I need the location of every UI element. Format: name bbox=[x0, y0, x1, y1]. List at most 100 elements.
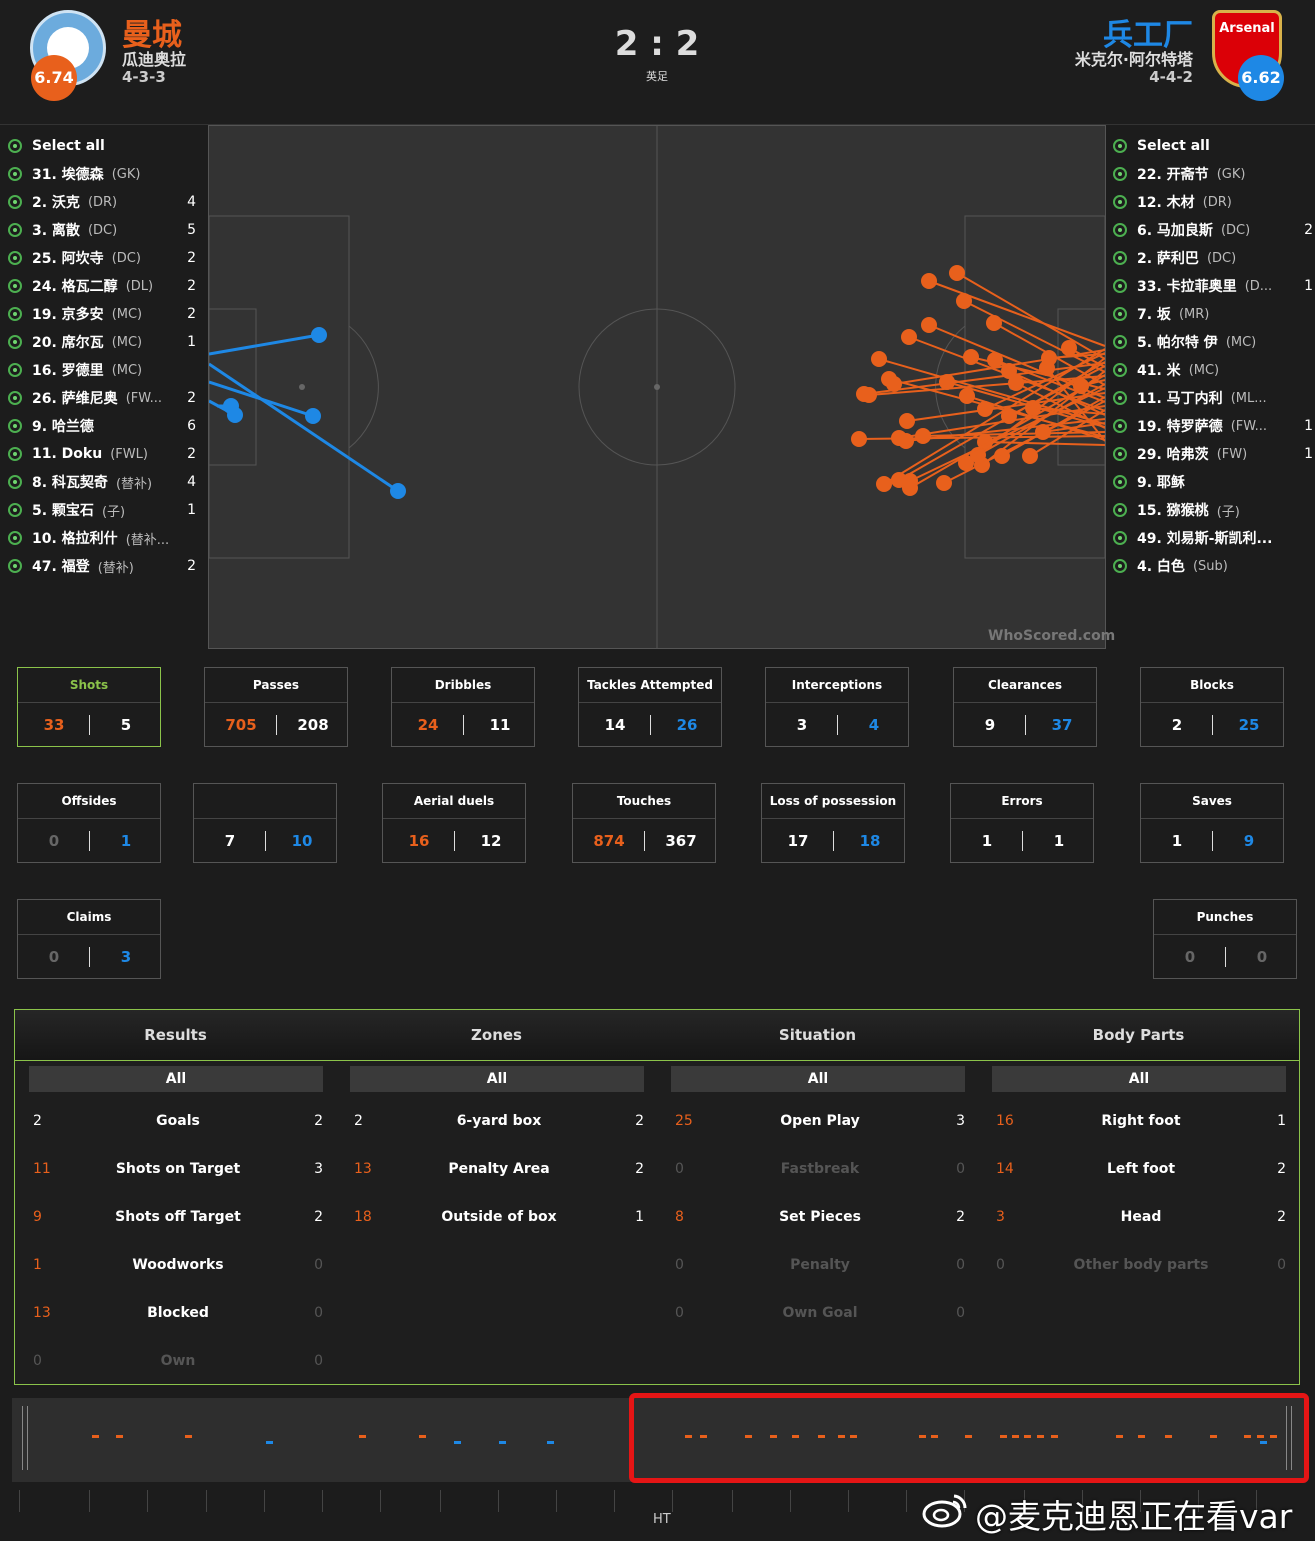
away-player-row[interactable]: 5. 帕尔特 伊 (MC) bbox=[1113, 328, 1309, 356]
home-shot-mark[interactable] bbox=[956, 293, 1105, 373]
home-shot-mark[interactable] bbox=[891, 361, 1105, 488]
home-player-row[interactable]: 16. 罗德里 (MC) bbox=[8, 356, 204, 384]
away-player-row[interactable]: 19. 特罗萨德 (FW... 1 bbox=[1113, 412, 1313, 440]
results-filter-row[interactable]: 9 Shots off Target 2 bbox=[33, 1204, 323, 1230]
radio-icon[interactable] bbox=[8, 139, 22, 153]
home-shot-mark[interactable] bbox=[876, 348, 1105, 492]
results-filter-row[interactable]: 11 Shots on Target 3 bbox=[33, 1156, 323, 1182]
body-parts-filter-row[interactable]: 14 Left foot 2 bbox=[996, 1156, 1286, 1182]
stat-box[interactable]: Saves 1 9 bbox=[1140, 783, 1284, 863]
home-shot-mark[interactable] bbox=[921, 273, 1105, 347]
home-shot-mark[interactable] bbox=[902, 387, 1105, 489]
stat-box[interactable]: Errors 1 1 bbox=[950, 783, 1094, 863]
away-player-row[interactable]: 22. 开斋节 (GK) bbox=[1113, 160, 1309, 188]
away-player-row[interactable]: 15. 猕猴桃 (子) bbox=[1113, 496, 1309, 524]
home-player-row[interactable]: 3. 离散 (DC) 5 bbox=[8, 216, 204, 244]
home-player-row[interactable]: Select all bbox=[8, 132, 204, 160]
stat-box[interactable]: Passes 705 208 bbox=[204, 667, 348, 747]
away-shot-mark[interactable] bbox=[209, 327, 327, 356]
stat-box[interactable]: Dribbles 24 11 bbox=[391, 667, 535, 747]
stat-box[interactable]: Clearances 9 37 bbox=[953, 667, 1097, 747]
away-shot-mark[interactable] bbox=[209, 362, 406, 499]
stat-box[interactable]: Punches 0 0 bbox=[1153, 899, 1297, 979]
radio-icon[interactable] bbox=[1113, 475, 1127, 489]
home-player-row[interactable]: 9. 哈兰德 6 bbox=[8, 412, 204, 440]
stat-box[interactable]: Shots 33 5 bbox=[17, 667, 161, 747]
radio-icon[interactable] bbox=[1113, 307, 1127, 321]
results-filter-row[interactable]: 1 Woodworks 0 bbox=[33, 1252, 323, 1278]
body-parts-filter-row[interactable]: 3 Head 2 bbox=[996, 1204, 1286, 1230]
away-player-row[interactable]: 49. 刘易斯-斯凯利... bbox=[1113, 524, 1309, 552]
radio-icon[interactable] bbox=[8, 419, 22, 433]
home-shot-mark[interactable] bbox=[851, 431, 1105, 447]
away-player-row[interactable]: 9. 耶稣 bbox=[1113, 468, 1309, 496]
home-player-row[interactable]: 25. 阿坎寺 (DC) 2 bbox=[8, 244, 204, 272]
stat-box[interactable]: Aerial duels 16 12 bbox=[382, 783, 526, 863]
zones-filter-row[interactable]: 13 Penalty Area 2 bbox=[354, 1156, 644, 1182]
home-player-row[interactable]: 5. 颗宝石 (子) 1 bbox=[8, 496, 204, 524]
situation-filter-row[interactable]: 8 Set Pieces 2 bbox=[675, 1204, 965, 1230]
radio-icon[interactable] bbox=[1113, 251, 1127, 265]
situation-filter-row[interactable]: 0 Fastbreak 0 bbox=[675, 1156, 965, 1182]
home-player-row[interactable]: 24. 格瓦二醇 (DL) 2 bbox=[8, 272, 204, 300]
filter-header-situation[interactable]: Situation bbox=[778, 1026, 857, 1044]
results-filter-row[interactable]: 0 Own 0 bbox=[33, 1348, 323, 1374]
radio-icon[interactable] bbox=[1113, 503, 1127, 517]
away-player-row[interactable]: 6. 马加良斯 (DC) 2 bbox=[1113, 216, 1313, 244]
radio-icon[interactable] bbox=[8, 335, 22, 349]
filter-header-results[interactable]: Results bbox=[144, 1026, 207, 1044]
timeline-start-handle[interactable] bbox=[22, 1406, 28, 1470]
situation-filter-row[interactable]: 0 Own Goal 0 bbox=[675, 1300, 965, 1326]
radio-icon[interactable] bbox=[8, 363, 22, 377]
stat-box[interactable]: 7 10 bbox=[193, 783, 337, 863]
radio-icon[interactable] bbox=[1113, 223, 1127, 237]
radio-icon[interactable] bbox=[8, 391, 22, 405]
radio-icon[interactable] bbox=[1113, 363, 1127, 377]
home-shot-mark[interactable] bbox=[936, 400, 1105, 491]
zones-all-button[interactable]: All bbox=[350, 1066, 644, 1092]
home-player-row[interactable]: 31. 埃德森 (GK) bbox=[8, 160, 204, 188]
results-all-button[interactable]: All bbox=[29, 1066, 323, 1092]
radio-icon[interactable] bbox=[8, 559, 22, 573]
radio-icon[interactable] bbox=[1113, 279, 1127, 293]
timeline[interactable] bbox=[12, 1398, 1306, 1482]
home-shot-mark[interactable] bbox=[977, 352, 1105, 417]
stat-box[interactable]: Offsides 0 1 bbox=[17, 783, 161, 863]
radio-icon[interactable] bbox=[8, 195, 22, 209]
radio-icon[interactable] bbox=[8, 251, 22, 265]
radio-icon[interactable] bbox=[1113, 559, 1127, 573]
away-player-row[interactable]: 2. 萨利巴 (DC) bbox=[1113, 244, 1309, 272]
home-shot-mark[interactable] bbox=[939, 374, 1105, 428]
home-player-row[interactable]: 47. 福登 (替补) 2 bbox=[8, 552, 204, 580]
stat-box[interactable]: Touches 874 367 bbox=[572, 783, 716, 863]
radio-icon[interactable] bbox=[8, 447, 22, 461]
filter-header-body-parts[interactable]: Body Parts bbox=[1092, 1026, 1185, 1044]
results-filter-row[interactable]: 13 Blocked 0 bbox=[33, 1300, 323, 1326]
radio-icon[interactable] bbox=[1113, 391, 1127, 405]
filter-header-zones[interactable]: Zones bbox=[471, 1026, 522, 1044]
home-shot-mark[interactable] bbox=[899, 392, 1105, 429]
situation-filter-row[interactable]: 25 Open Play 3 bbox=[675, 1108, 965, 1134]
radio-icon[interactable] bbox=[1113, 167, 1127, 181]
home-player-row[interactable]: 2. 沃克 (DR) 4 bbox=[8, 188, 204, 216]
situation-all-button[interactable]: All bbox=[671, 1066, 965, 1092]
radio-icon[interactable] bbox=[8, 223, 22, 237]
radio-icon[interactable] bbox=[8, 503, 22, 517]
home-shot-mark[interactable] bbox=[1061, 340, 1105, 368]
home-player-row[interactable]: 8. 科瓦契奇 (替补) 4 bbox=[8, 468, 204, 496]
radio-icon[interactable] bbox=[8, 531, 22, 545]
body-parts-all-button[interactable]: All bbox=[992, 1066, 1286, 1092]
radio-icon[interactable] bbox=[1113, 139, 1127, 153]
stat-box[interactable]: Tackles Attempted 14 26 bbox=[578, 667, 722, 747]
stat-box[interactable]: Interceptions 3 4 bbox=[765, 667, 909, 747]
home-shot-mark[interactable] bbox=[1001, 365, 1105, 424]
radio-icon[interactable] bbox=[8, 279, 22, 293]
away-player-row[interactable]: 33. 卡拉菲奥里 (D... 1 bbox=[1113, 272, 1313, 300]
radio-icon[interactable] bbox=[1113, 335, 1127, 349]
home-player-row[interactable]: 11. Doku (FWL) 2 bbox=[8, 440, 204, 468]
radio-icon[interactable] bbox=[1113, 531, 1127, 545]
timeline-end-handle[interactable] bbox=[1286, 1406, 1292, 1470]
away-player-row[interactable]: 4. 白色 (Sub) bbox=[1113, 552, 1309, 580]
stat-box[interactable]: Claims 0 3 bbox=[17, 899, 161, 979]
zones-filter-row[interactable]: 2 6-yard box 2 bbox=[354, 1108, 644, 1134]
